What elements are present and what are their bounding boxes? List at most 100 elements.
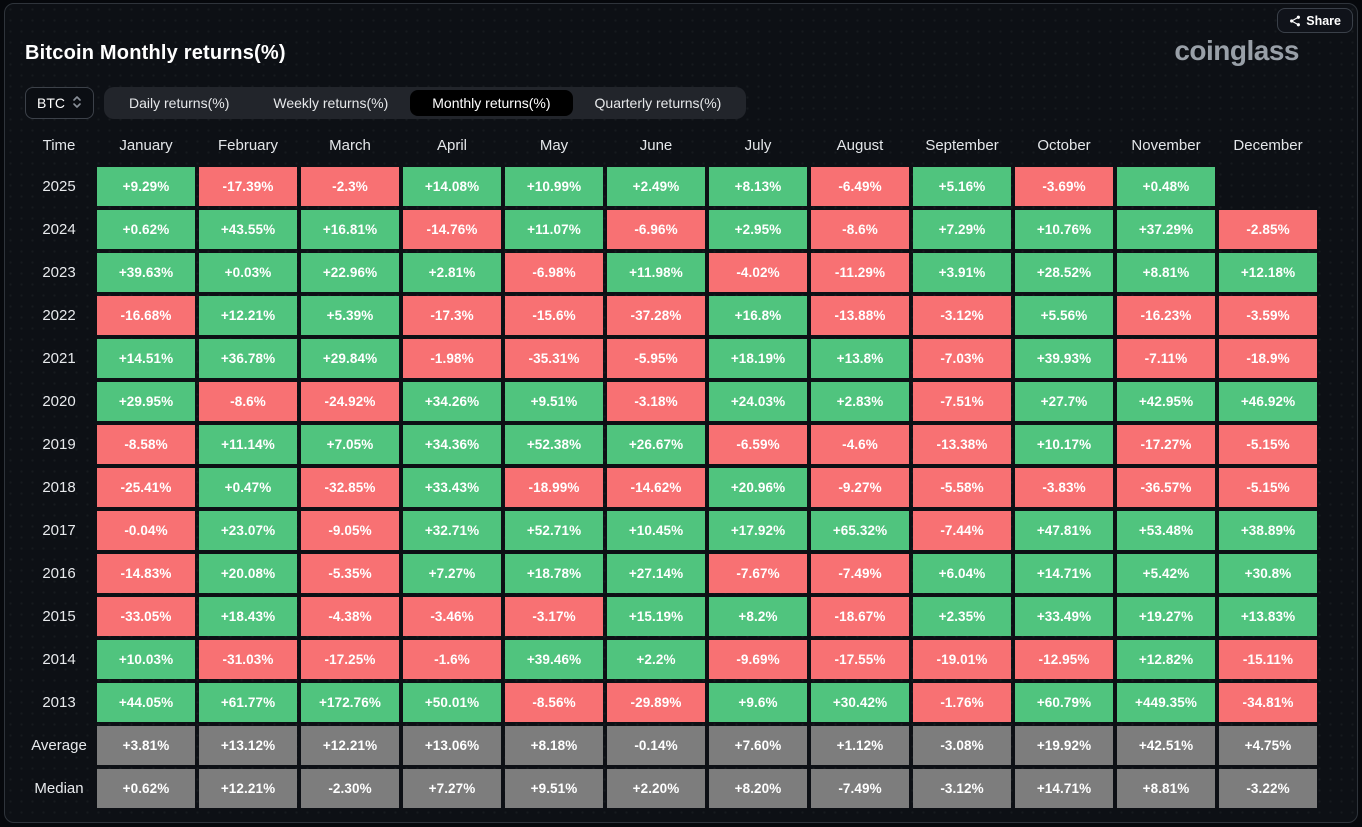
coin-selector-value: BTC <box>37 95 65 111</box>
return-cell: -7.11% <box>1117 339 1215 378</box>
return-cell: +13.8% <box>811 339 909 378</box>
return-cell: -0.04% <box>97 511 195 550</box>
row-label: Median <box>34 780 84 797</box>
return-cell: -6.59% <box>709 425 807 464</box>
return-cell: +29.84% <box>301 339 399 378</box>
return-cell: +20.08% <box>199 554 297 593</box>
return-cell: -7.51% <box>913 382 1011 421</box>
return-cell: +19.27% <box>1117 597 1215 636</box>
return-cell: +42.95% <box>1117 382 1215 421</box>
share-button[interactable]: Share <box>1277 8 1353 33</box>
return-cell: -7.49% <box>811 769 909 808</box>
return-cell: +32.71% <box>403 511 501 550</box>
share-icon <box>1289 15 1301 27</box>
return-cell: -32.85% <box>301 468 399 507</box>
return-cell: -18.9% <box>1219 339 1317 378</box>
return-cell: -3.08% <box>913 726 1011 765</box>
tab-weekly-returns[interactable]: Weekly returns(%) <box>273 95 389 111</box>
return-cell: -3.17% <box>505 597 603 636</box>
return-cell: -4.38% <box>301 597 399 636</box>
tab-quarterly-returns[interactable]: Quarterly returns(%) <box>594 95 722 111</box>
return-cell: +18.19% <box>709 339 807 378</box>
return-cell: +18.78% <box>505 554 603 593</box>
return-cell: +34.36% <box>403 425 501 464</box>
row-label: Average <box>31 737 87 754</box>
return-cell: +39.93% <box>1015 339 1113 378</box>
return-cell: +23.07% <box>199 511 297 550</box>
return-cell: +172.76% <box>301 683 399 722</box>
return-cell: +38.89% <box>1219 511 1317 550</box>
return-cell: -5.58% <box>913 468 1011 507</box>
return-cell: +3.81% <box>97 726 195 765</box>
return-cell: -17.25% <box>301 640 399 679</box>
column-header-september: September <box>925 136 999 154</box>
return-cell: -18.99% <box>505 468 603 507</box>
return-cell: +2.81% <box>403 253 501 292</box>
return-cell: +7.29% <box>913 210 1011 249</box>
return-cell: +12.21% <box>301 726 399 765</box>
return-cell: -9.27% <box>811 468 909 507</box>
table-row-2016: 2016 -14.83% +20.08% -5.35% +7.27% +18.78% +27… <box>25 554 1317 593</box>
return-cell: -1.98% <box>403 339 501 378</box>
return-cell: +0.47% <box>199 468 297 507</box>
return-cell: +29.95% <box>97 382 195 421</box>
table-row-2025: 2025 +9.29% -17.39% -2.3% +14.08% +10.99% +2.4… <box>25 167 1317 206</box>
return-cell: +1.12% <box>811 726 909 765</box>
return-cell: +0.62% <box>97 210 195 249</box>
return-cell: +20.96% <box>709 468 807 507</box>
return-cell: +9.29% <box>97 167 195 206</box>
table-row-2019: 2019 -8.58% +11.14% +7.05% +34.36% +52.38% +26… <box>25 425 1317 464</box>
return-cell: -8.56% <box>505 683 603 722</box>
return-cell: -18.67% <box>811 597 909 636</box>
return-cell: +19.92% <box>1015 726 1113 765</box>
return-cell: +0.03% <box>199 253 297 292</box>
return-cell: -7.49% <box>811 554 909 593</box>
return-cell: -3.12% <box>913 296 1011 335</box>
return-cell: -4.02% <box>709 253 807 292</box>
return-cell: -33.05% <box>97 597 195 636</box>
return-cell: +7.60% <box>709 726 807 765</box>
return-cell: +6.04% <box>913 554 1011 593</box>
return-cell: +0.62% <box>97 769 195 808</box>
return-cell: +43.55% <box>199 210 297 249</box>
return-cell: -9.05% <box>301 511 399 550</box>
table-row-2014: 2014 +10.03% -31.03% -17.25% -1.6% +39.46% +2.… <box>25 640 1317 679</box>
return-cell: +12.21% <box>199 296 297 335</box>
return-cell: +14.08% <box>403 167 501 206</box>
return-cell: -17.55% <box>811 640 909 679</box>
tab-daily-returns[interactable]: Daily returns(%) <box>129 95 230 111</box>
return-cell: -5.15% <box>1219 425 1317 464</box>
return-cell: +39.46% <box>505 640 603 679</box>
table-row-2020: 2020 +29.95% -8.6% -24.92% +34.26% +9.51% -3.1… <box>25 382 1317 421</box>
return-cell: +44.05% <box>97 683 195 722</box>
coinglass-logo: coinglass <box>1174 35 1299 66</box>
return-cell: -8.58% <box>97 425 195 464</box>
return-cell: -0.14% <box>607 726 705 765</box>
return-cell: -8.6% <box>199 382 297 421</box>
return-cell: -3.83% <box>1015 468 1113 507</box>
tab-monthly-returns[interactable]: Monthly returns(%) <box>410 90 573 116</box>
return-cell: -14.62% <box>607 468 705 507</box>
column-header-december: December <box>1233 136 1303 154</box>
return-cell: -19.01% <box>913 640 1011 679</box>
return-cell: -17.27% <box>1117 425 1215 464</box>
return-cell: +5.39% <box>301 296 399 335</box>
coin-selector[interactable]: BTC <box>25 87 94 119</box>
return-cell: +5.42% <box>1117 554 1215 593</box>
row-label: 2022 <box>42 307 76 324</box>
return-cell: +24.03% <box>709 382 807 421</box>
return-cell: +39.63% <box>97 253 195 292</box>
monthly-returns-table: Time January February March April May June July… <box>25 129 1317 808</box>
return-cell: -2.85% <box>1219 210 1317 249</box>
row-label: 2023 <box>42 264 76 281</box>
return-cell: +28.52% <box>1015 253 1113 292</box>
return-cell: +13.06% <box>403 726 501 765</box>
return-cell: -7.44% <box>913 511 1011 550</box>
column-header-august: August <box>836 136 884 154</box>
return-cell: +12.21% <box>199 769 297 808</box>
return-cell: +12.82% <box>1117 640 1215 679</box>
return-cell: +47.81% <box>1015 511 1113 550</box>
return-cell: +12.18% <box>1219 253 1317 292</box>
return-cell: -37.28% <box>607 296 705 335</box>
return-cell: +16.8% <box>709 296 807 335</box>
